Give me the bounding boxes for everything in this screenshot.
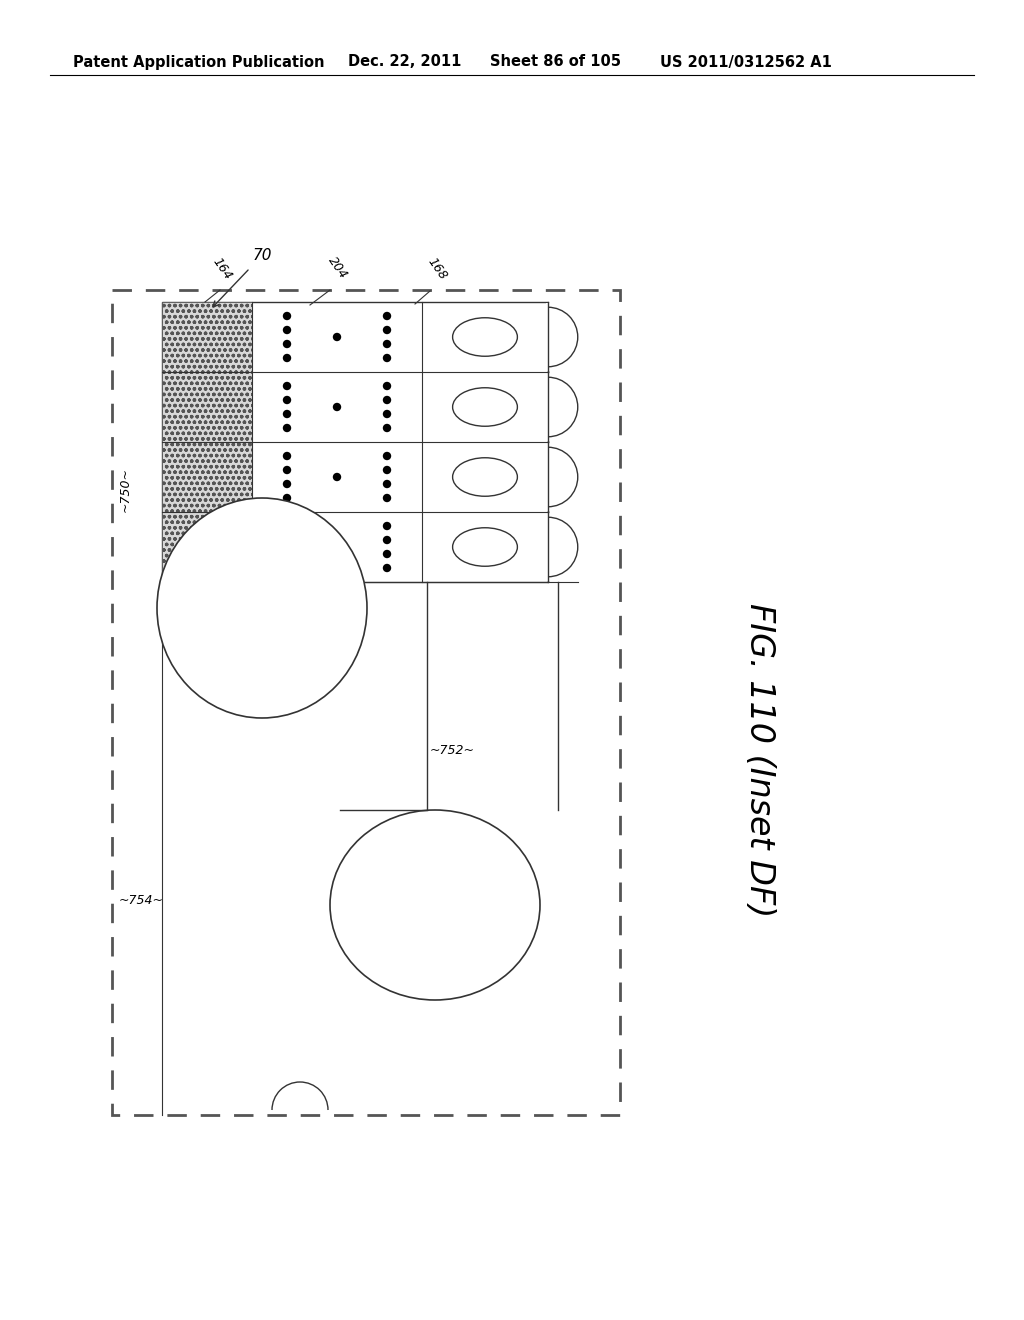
Text: Patent Application Publication: Patent Application Publication bbox=[73, 54, 325, 70]
Circle shape bbox=[284, 495, 291, 502]
Ellipse shape bbox=[330, 810, 540, 1001]
Text: 70: 70 bbox=[253, 248, 272, 263]
Bar bbox=[112, 290, 620, 1115]
Ellipse shape bbox=[453, 388, 517, 426]
Circle shape bbox=[384, 565, 390, 572]
Circle shape bbox=[334, 404, 341, 411]
Ellipse shape bbox=[453, 528, 517, 566]
Circle shape bbox=[284, 550, 291, 557]
Text: ~752~: ~752~ bbox=[430, 743, 475, 756]
Text: Sheet 86 of 105: Sheet 86 of 105 bbox=[490, 54, 621, 70]
Circle shape bbox=[284, 453, 291, 459]
Circle shape bbox=[284, 396, 291, 404]
Text: 168: 168 bbox=[425, 255, 450, 282]
Bar bbox=[546, 513, 605, 581]
Circle shape bbox=[284, 536, 291, 544]
Bar bbox=[162, 512, 252, 582]
Circle shape bbox=[384, 453, 390, 459]
Circle shape bbox=[384, 523, 390, 529]
Circle shape bbox=[384, 495, 390, 502]
Circle shape bbox=[384, 326, 390, 334]
Ellipse shape bbox=[453, 318, 517, 356]
Text: ~750~: ~750~ bbox=[119, 467, 132, 512]
Circle shape bbox=[284, 411, 291, 417]
Ellipse shape bbox=[453, 458, 517, 496]
Bar bbox=[162, 372, 252, 442]
Bar bbox=[162, 302, 548, 582]
Circle shape bbox=[334, 544, 341, 550]
Circle shape bbox=[384, 396, 390, 404]
Circle shape bbox=[334, 474, 341, 480]
Text: ~754~: ~754~ bbox=[119, 894, 164, 907]
Circle shape bbox=[334, 334, 341, 341]
Text: Dec. 22, 2011: Dec. 22, 2011 bbox=[348, 54, 462, 70]
Circle shape bbox=[284, 480, 291, 487]
Circle shape bbox=[384, 411, 390, 417]
Circle shape bbox=[284, 466, 291, 474]
Circle shape bbox=[284, 326, 291, 334]
Circle shape bbox=[284, 341, 291, 347]
Circle shape bbox=[384, 480, 390, 487]
Text: FIG. 110 (Inset DF): FIG. 110 (Inset DF) bbox=[743, 603, 776, 917]
Circle shape bbox=[284, 523, 291, 529]
Circle shape bbox=[384, 466, 390, 474]
Bar bbox=[546, 304, 605, 371]
Circle shape bbox=[284, 383, 291, 389]
Text: 204: 204 bbox=[325, 253, 349, 281]
Bar bbox=[162, 442, 252, 512]
Circle shape bbox=[284, 425, 291, 432]
Bar bbox=[162, 302, 252, 372]
Circle shape bbox=[284, 355, 291, 362]
Circle shape bbox=[284, 313, 291, 319]
Circle shape bbox=[384, 313, 390, 319]
Text: 164: 164 bbox=[210, 255, 234, 282]
Text: 736: 736 bbox=[210, 653, 234, 667]
Text: US 2011/0312562 A1: US 2011/0312562 A1 bbox=[660, 54, 831, 70]
Ellipse shape bbox=[157, 498, 367, 718]
Circle shape bbox=[284, 565, 291, 572]
Circle shape bbox=[384, 550, 390, 557]
Bar bbox=[546, 444, 605, 511]
Circle shape bbox=[384, 355, 390, 362]
Circle shape bbox=[384, 383, 390, 389]
Circle shape bbox=[384, 341, 390, 347]
Bar bbox=[546, 374, 605, 441]
Circle shape bbox=[384, 536, 390, 544]
Circle shape bbox=[384, 425, 390, 432]
